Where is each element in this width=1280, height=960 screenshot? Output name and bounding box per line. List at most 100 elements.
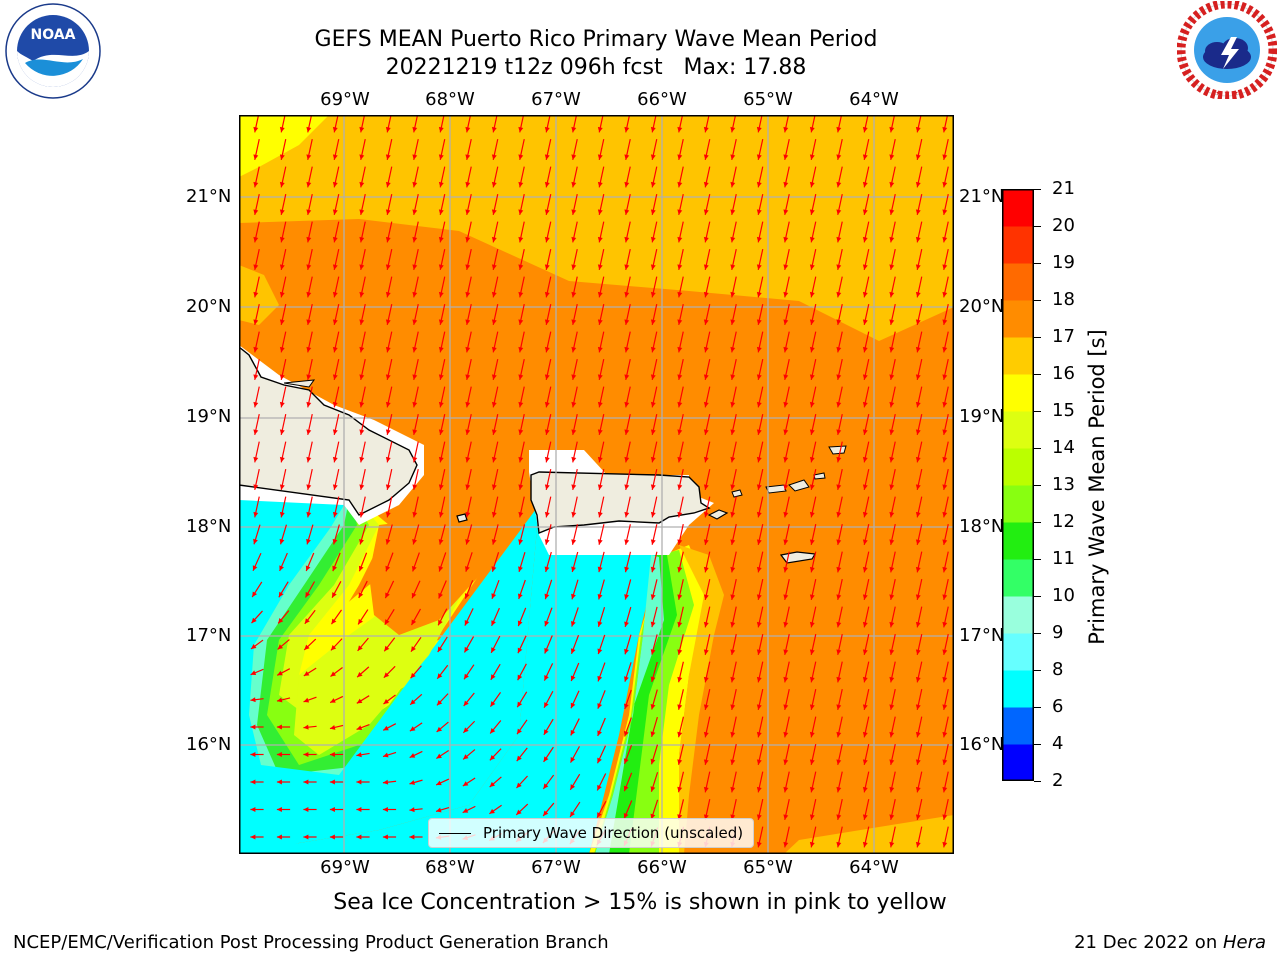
wave-arrow-head: [836, 759, 842, 765]
wave-arrow-head: [783, 786, 789, 793]
wave-arrow-head: [783, 731, 789, 738]
wave-arrow-head: [332, 209, 338, 215]
wave-arrow-head: [332, 401, 338, 408]
wave-arrow-head: [942, 401, 948, 408]
wave-arrow-head: [279, 181, 285, 188]
wave-arrow-head: [942, 181, 948, 188]
wave-arrow-head: [783, 759, 789, 765]
wave-arrow-head: [411, 565, 417, 572]
wave-arrow-head: [359, 456, 365, 463]
wave-arrow-head: [597, 429, 603, 435]
wave-arrow-head: [783, 126, 789, 133]
wave-arrow-head: [410, 672, 416, 679]
wave-arrow-head: [465, 236, 471, 243]
wave-arrow-head: [303, 752, 309, 757]
wave-arrow-head: [809, 704, 815, 710]
wave-arrow-head: [359, 538, 364, 545]
wave-arrow-head: [303, 697, 310, 703]
wave-arrow-head: [756, 484, 762, 490]
wave-arrow-head: [465, 456, 471, 463]
wave-arrow-head: [862, 841, 868, 848]
wave-arrow-head: [650, 594, 656, 600]
wave-arrow-head: [436, 726, 443, 732]
wave-arrow-head: [730, 621, 736, 628]
wave-arrow-head: [465, 291, 471, 298]
wave-arrow-head: [438, 126, 444, 133]
colorbar-tick-mark: [1034, 632, 1041, 634]
wave-arrow-head: [703, 649, 709, 655]
wave-arrow-head: [412, 484, 418, 490]
wave-arrow-head: [438, 484, 444, 490]
wave-arrow-head: [703, 539, 709, 545]
colorbar-tick-mark: [1034, 188, 1041, 190]
wave-arrow-head: [942, 154, 948, 160]
colorbar-segment: [1002, 596, 1034, 634]
wave-arrow-head: [332, 565, 338, 572]
wave-arrow-head: [730, 786, 736, 793]
wave-arrow-head: [465, 346, 471, 353]
wave-arrow-head: [730, 676, 736, 683]
wave-arrow-head: [624, 209, 630, 215]
wave-arrow-head: [544, 484, 550, 490]
wave-arrow-head: [650, 319, 656, 325]
sea-ice-note: Sea Ice Concentration > 15% is shown in …: [333, 890, 947, 915]
lon-label: 66°W: [637, 857, 687, 878]
colorbar-tick-label: 15: [1052, 400, 1075, 421]
wave-arrow-head: [518, 236, 524, 243]
wave-arrow-head: [809, 291, 815, 298]
wave-arrow-head: [544, 539, 550, 545]
wave-arrow-head: [279, 236, 285, 243]
wave-arrow-head: [359, 181, 365, 188]
wave-arrow-head: [650, 401, 656, 408]
colorbar-tick-label: 14: [1052, 437, 1075, 458]
wave-arrow-head: [571, 346, 577, 353]
wave-arrow-head: [836, 814, 842, 820]
wave-arrow-head: [597, 730, 602, 736]
wave-arrow-head: [276, 779, 282, 785]
wave-arrow-head: [730, 704, 736, 710]
wave-arrow-head: [783, 346, 789, 353]
wave-arrow-head: [597, 621, 603, 627]
wave-arrow-head: [677, 566, 683, 573]
wave-arrow-head: [250, 697, 256, 703]
wave-arrow-head: [543, 810, 549, 816]
wave-arrow-head: [862, 291, 868, 298]
wave-arrow-head: [703, 731, 709, 738]
wave-arrow-head: [862, 704, 868, 710]
wave-arrow-head: [650, 813, 656, 820]
wave-arrow-head: [306, 209, 312, 215]
wave-arrow-head: [915, 539, 921, 545]
wave-arrow-head: [412, 209, 418, 215]
wave-arrow-head: [862, 484, 868, 490]
wave-arrow-head: [942, 236, 948, 243]
wave-arrow-head: [250, 752, 256, 757]
wave-arrow-head: [783, 456, 789, 463]
wave-arrow-head: [889, 484, 895, 490]
wave-arrow-head: [862, 429, 868, 435]
wave-arrow-head: [332, 538, 338, 545]
wave-period-map: [239, 115, 954, 854]
wave-arrow-head: [650, 786, 656, 792]
wave-arrow-head: [385, 346, 391, 353]
lat-label: 19°N: [959, 406, 1005, 427]
wave-arrow-head: [384, 645, 390, 652]
wave-arrow-head: [623, 703, 629, 710]
wave-arrow-head: [544, 566, 550, 572]
wave-arrow-head: [703, 429, 709, 435]
wave-arrow-head: [544, 209, 550, 215]
wave-arrow-head: [942, 511, 948, 518]
wave-arrow-head: [516, 782, 522, 789]
wave-arrow-head: [356, 779, 362, 785]
wave-arrow-head: [756, 841, 762, 848]
wave-arrow-head: [862, 456, 868, 463]
wave-arrow-head: [279, 209, 285, 215]
wave-arrow-head: [465, 484, 471, 490]
wave-arrow-head: [862, 401, 868, 408]
legend-label: Primary Wave Direction (unscaled): [483, 824, 744, 842]
lat-label: 20°N: [959, 296, 1005, 317]
wave-arrow-head: [809, 676, 815, 683]
wave-arrow-head: [915, 236, 921, 243]
wave-arrow-head: [570, 784, 576, 790]
footer-left: NCEP/EMC/Verification Post Processing Pr…: [13, 932, 609, 953]
wave-arrow-head: [624, 236, 630, 243]
